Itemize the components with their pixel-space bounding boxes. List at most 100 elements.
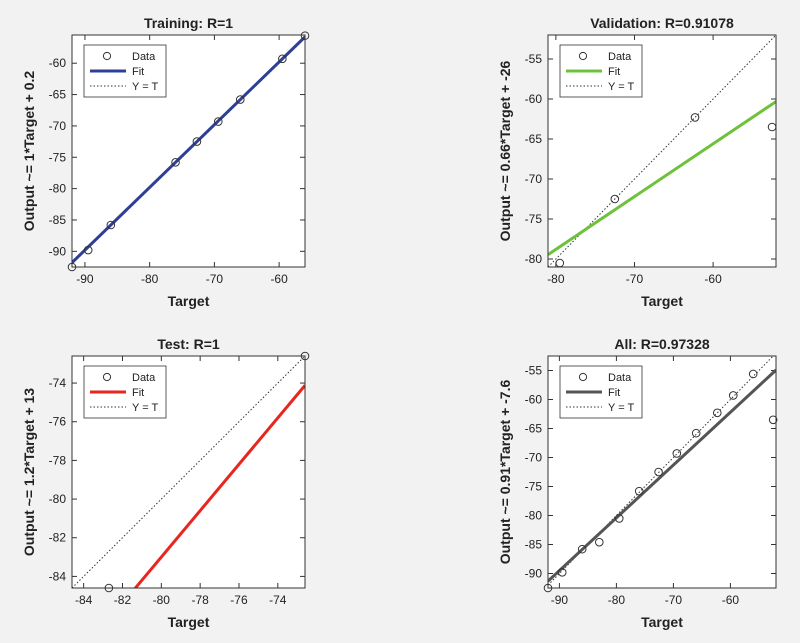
x-tick-label: -80 [153, 593, 171, 607]
y-tick-label: -60 [525, 92, 543, 106]
x-tick-label: -60 [270, 272, 288, 286]
x-tick-label: -80 [547, 272, 565, 286]
legend: Data Fit Y = T [83, 44, 167, 98]
chart-title: All: R=0.97328 [614, 336, 710, 352]
legend-label-data: Data [608, 372, 632, 384]
chart-title: Validation: R=0.91078 [590, 15, 734, 31]
x-tick-label: -84 [75, 593, 93, 607]
y-tick-label: -80 [49, 492, 67, 506]
data-point [728, 391, 738, 400]
y-axis-label: Output ~= 1.2*Target + 13 [21, 388, 37, 556]
y-tick-label: -75 [525, 480, 543, 494]
data-point [213, 117, 223, 126]
data-point [192, 137, 202, 146]
x-axis-label: Target [168, 614, 210, 630]
y-tick-label: -74 [49, 376, 67, 390]
data-point [748, 369, 758, 379]
y-tick-label: -70 [525, 172, 543, 186]
y-tick-label: -80 [525, 509, 543, 523]
plot-frame [547, 34, 777, 268]
legend-label-fit: Fit [132, 66, 144, 78]
x-tick-label: -78 [191, 593, 209, 607]
y-tick-label: -60 [525, 393, 543, 407]
y-tick-label: -78 [49, 453, 67, 467]
y-axis-label: Output ~= 0.91*Target + -7.6 [497, 380, 513, 565]
x-tick-label: -80 [608, 593, 626, 607]
chart-panel-0: Training: R=1 Target Output ~= 1*Target + … [21, 15, 310, 309]
data-point [690, 113, 700, 122]
x-axis-label: Target [641, 614, 683, 630]
y-tick-label: -55 [525, 52, 543, 66]
data-point [235, 95, 245, 104]
fit-line [548, 368, 776, 583]
x-tick-label: -74 [269, 593, 287, 607]
x-tick-label: -90 [76, 272, 94, 286]
chart-title: Training: R=1 [144, 15, 233, 31]
legend-label-identity: Y = T [608, 402, 634, 414]
y-tick-label: -85 [525, 538, 543, 552]
data-point [634, 486, 644, 496]
data-point [171, 157, 180, 167]
chart-panel-3: All: R=0.97328 Target Output ~= 0.91*Targe… [497, 336, 778, 630]
legend: Data Fit Y = T [559, 365, 643, 419]
x-tick-label: -70 [665, 593, 683, 607]
legend-data-marker [102, 372, 112, 382]
legend-label-fit: Fit [608, 387, 620, 399]
data-point [577, 544, 587, 554]
legend-data-marker [578, 372, 588, 382]
legend-label-identity: Y = T [132, 402, 158, 414]
plot-frame [71, 355, 306, 589]
y-tick-label: -85 [49, 213, 67, 227]
x-tick-label: -70 [206, 272, 224, 286]
plot-frame [71, 34, 306, 268]
y-tick-label: -76 [49, 415, 67, 429]
identity-line [72, 356, 305, 588]
x-axis-label: Target [168, 293, 210, 309]
x-tick-label: -82 [114, 593, 132, 607]
legend-label-data: Data [132, 51, 156, 63]
data-point [595, 537, 604, 547]
legend-label-identity: Y = T [132, 81, 158, 93]
x-tick-label: -60 [722, 593, 740, 607]
chart-panel-2: Test: R=1 Target Output ~= 1.2*Target + 13… [21, 336, 310, 630]
legend-label-identity: Y = T [608, 81, 634, 93]
x-tick-label: -80 [141, 272, 159, 286]
legend-label-data: Data [132, 372, 156, 384]
data-point [614, 514, 624, 523]
legend-data-marker [578, 51, 588, 61]
y-tick-label: -90 [49, 244, 67, 258]
y-tick-label: -84 [49, 569, 67, 583]
y-axis-label: Output ~= 0.66*Target + -26 [497, 60, 513, 241]
legend-label-data: Data [608, 51, 632, 63]
data-point [106, 220, 116, 230]
x-tick-label: -90 [551, 593, 569, 607]
data-point [768, 415, 778, 425]
y-tick-label: -65 [525, 132, 543, 146]
chart-panel-1: Validation: R=0.91078 Target Output ~= 0.6… [497, 15, 777, 309]
y-tick-label: -75 [525, 212, 543, 226]
data-point [672, 449, 682, 458]
y-tick-label: -55 [525, 364, 543, 378]
data-point [278, 54, 287, 64]
data-point [83, 245, 93, 255]
data-point [610, 194, 620, 204]
y-tick-label: -60 [49, 56, 67, 70]
y-tick-label: -70 [525, 451, 543, 465]
y-tick-label: -82 [49, 531, 67, 545]
legend-label-fit: Fit [132, 387, 144, 399]
legend-data-marker [102, 51, 112, 61]
plot-frame [547, 355, 777, 589]
y-tick-label: -65 [525, 422, 543, 436]
legend-label-fit: Fit [608, 66, 620, 78]
y-tick-label: -80 [49, 182, 67, 196]
y-tick-label: -90 [525, 567, 543, 581]
y-tick-label: -80 [525, 252, 543, 266]
chart-title: Test: R=1 [157, 336, 220, 352]
x-tick-label: -70 [626, 272, 644, 286]
y-tick-label: -75 [49, 150, 67, 164]
fit-line [548, 100, 776, 256]
data-point [691, 428, 701, 438]
y-axis-label: Output ~= 1*Target + 0.2 [21, 71, 37, 232]
legend: Data Fit Y = T [559, 44, 643, 98]
